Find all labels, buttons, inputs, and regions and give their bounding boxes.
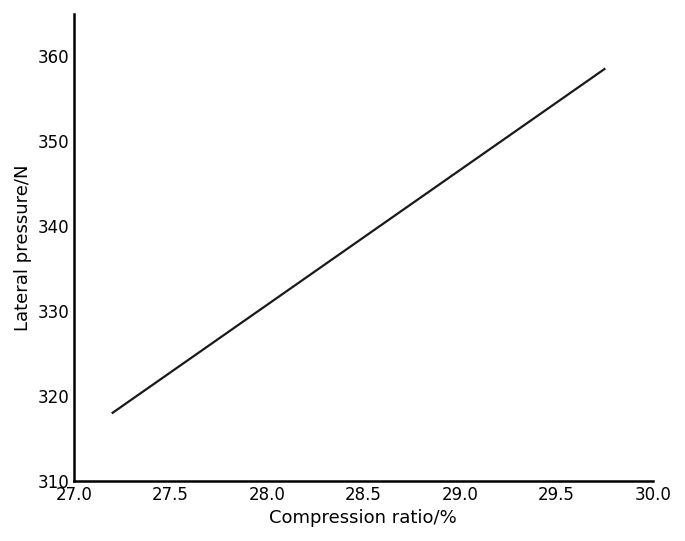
Y-axis label: Lateral pressure/N: Lateral pressure/N: [14, 164, 32, 331]
X-axis label: Compression ratio/%: Compression ratio/%: [269, 509, 458, 527]
